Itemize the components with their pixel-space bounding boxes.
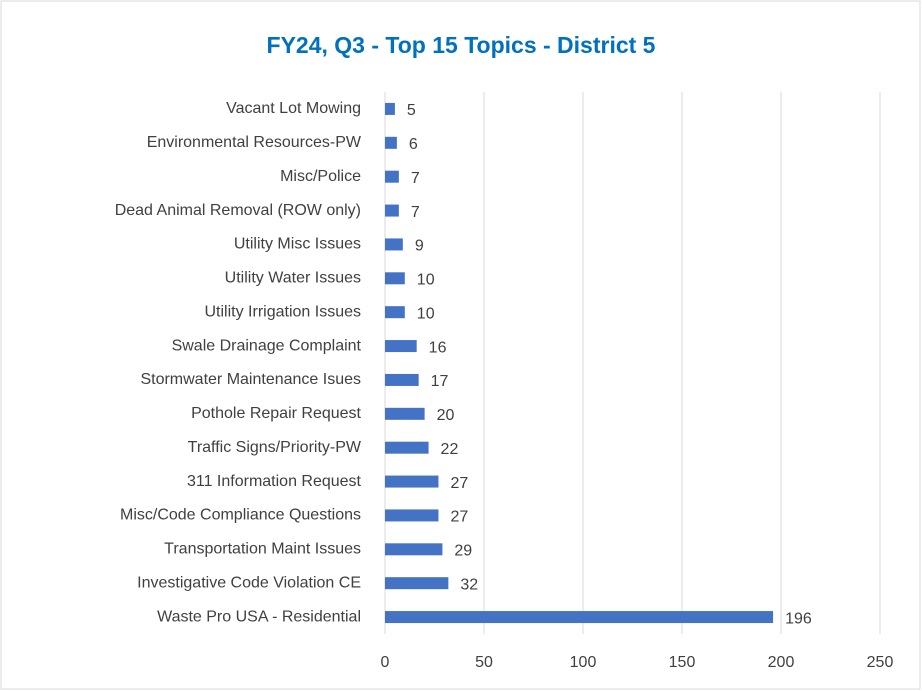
data-label: 196: [785, 610, 812, 627]
y-tick-label: Investigative Code Violation CE: [137, 574, 361, 591]
x-tick-label: 200: [768, 654, 795, 671]
y-tick-label: 311 Information Request: [187, 473, 362, 490]
y-tick-label: Transportation Maint Issues: [164, 541, 361, 558]
data-label: 6: [409, 136, 418, 153]
bar: [385, 611, 774, 624]
bar: [385, 204, 399, 217]
bar: [385, 136, 397, 149]
y-tick-label: Environmental Resources-PW: [147, 134, 362, 151]
y-tick-label: Dead Animal Removal (ROW only): [115, 202, 361, 219]
y-tick-label: Waste Pro USA - Residential: [157, 608, 361, 625]
data-label: 9: [415, 238, 424, 255]
data-label: 17: [431, 373, 449, 390]
x-tick-label: 150: [669, 654, 696, 671]
bar: [385, 340, 417, 353]
data-label: 16: [429, 339, 447, 356]
data-label: 20: [437, 407, 455, 424]
x-tick-label: 50: [475, 654, 493, 671]
x-tick-label: 0: [381, 654, 390, 671]
y-tick-label: Utility Misc Issues: [234, 236, 361, 253]
bar: [385, 272, 405, 285]
bar: [385, 577, 449, 590]
data-label: 32: [460, 576, 478, 593]
data-label: 22: [441, 441, 459, 458]
data-label: 29: [454, 543, 472, 560]
x-tick-label: 250: [867, 654, 894, 671]
y-tick-label: Utility Irrigation Issues: [205, 303, 362, 320]
bar: [385, 407, 425, 420]
bar: [385, 170, 399, 183]
data-label: 10: [417, 272, 435, 289]
y-tick-label: Utility Water Issues: [225, 270, 361, 287]
bar: [385, 509, 439, 522]
data-label: 7: [411, 170, 420, 187]
y-tick-label: Vacant Lot Mowing: [226, 100, 361, 117]
y-tick-label: Misc/Police: [280, 168, 361, 185]
data-label: 10: [417, 305, 435, 322]
y-tick-label: Misc/Code Compliance Questions: [120, 507, 361, 524]
bar: [385, 306, 405, 319]
bar: [385, 373, 419, 386]
x-tick-label: 100: [570, 654, 597, 671]
data-label: 27: [450, 475, 468, 492]
bar: [385, 102, 395, 115]
data-label: 27: [450, 509, 468, 526]
y-tick-label: Stormwater Maintenance Isues: [140, 371, 361, 388]
y-tick-label: Swale Drainage Complaint: [172, 337, 362, 354]
bar: [385, 475, 439, 488]
bar: [385, 238, 403, 251]
bar: [385, 543, 443, 556]
chart-title: FY24, Q3 - Top 15 Topics - District 5: [267, 32, 656, 58]
bar: [385, 441, 429, 454]
y-tick-label: Traffic Signs/Priority-PW: [188, 439, 362, 456]
data-label: 7: [411, 204, 420, 221]
y-tick-label: Pothole Repair Request: [191, 405, 361, 422]
data-label: 5: [407, 102, 416, 119]
